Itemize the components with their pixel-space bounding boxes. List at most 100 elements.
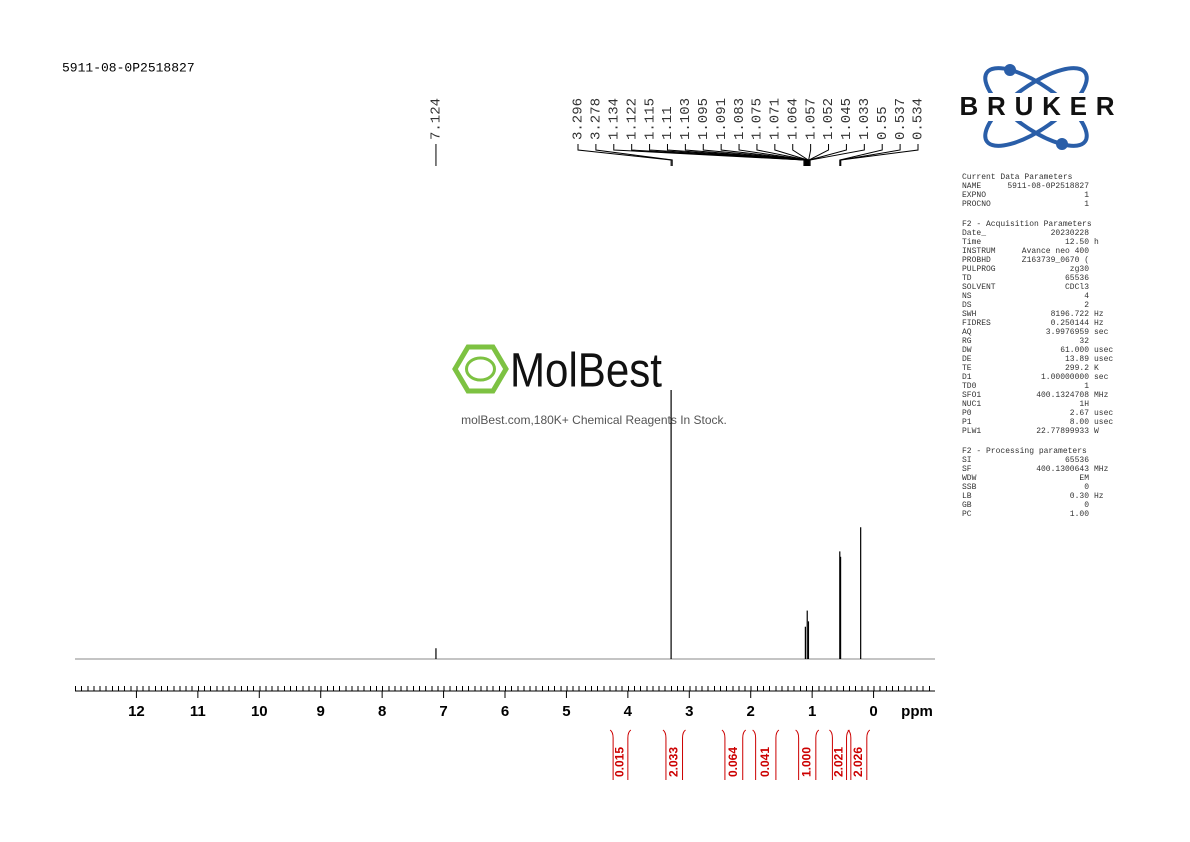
x-tick-label: 6 bbox=[501, 703, 509, 720]
param-key: DW bbox=[962, 346, 972, 355]
param-unit: MHz bbox=[1094, 391, 1109, 400]
param-unit: Hz bbox=[1094, 492, 1104, 501]
param-key: NUC1 bbox=[962, 400, 981, 409]
integral-label: 2.026 bbox=[851, 747, 865, 777]
param-unit: MHz bbox=[1094, 465, 1109, 474]
sample-id: 5911-08-0P2518827 bbox=[62, 60, 195, 75]
watermark-brand: MolBest bbox=[510, 345, 662, 398]
param-unit: usec bbox=[1094, 409, 1113, 418]
param-key: WDW bbox=[962, 474, 977, 483]
param-value: 1 bbox=[1084, 191, 1089, 200]
peak-label: 1.103 bbox=[678, 98, 694, 140]
x-axis-label: ppm bbox=[901, 703, 933, 720]
peak-label: 1.091 bbox=[714, 98, 730, 140]
x-tick-label: 5 bbox=[562, 703, 570, 720]
param-unit: Hz bbox=[1094, 310, 1104, 319]
peak-label: 0.537 bbox=[893, 98, 909, 140]
peak-label: 1.033 bbox=[857, 98, 873, 140]
param-key: Date_ bbox=[962, 229, 986, 238]
param-key: LB bbox=[962, 492, 972, 501]
peak-connector bbox=[840, 144, 901, 166]
param-section-title: Current Data Parameters bbox=[962, 173, 1073, 182]
param-value: 1 bbox=[1084, 200, 1089, 209]
peak-label: 0.534 bbox=[911, 98, 927, 140]
peak-label: 1.071 bbox=[768, 98, 784, 140]
param-value: 61.000 bbox=[1060, 346, 1089, 355]
x-tick-label: 0 bbox=[869, 703, 877, 720]
param-section-title: F2 - Acquisition Parameters bbox=[962, 220, 1092, 229]
peak-label: 1.083 bbox=[732, 98, 748, 140]
param-value: 20230228 bbox=[1051, 229, 1090, 238]
watermark-tagline: molBest.com,180K+ Chemical Reagents In S… bbox=[461, 413, 727, 427]
integral-label: 2.033 bbox=[666, 747, 680, 777]
peak-label: 1.064 bbox=[785, 98, 801, 140]
x-tick-label: 9 bbox=[317, 703, 325, 720]
param-value: 65536 bbox=[1065, 456, 1089, 465]
param-value: 32 bbox=[1079, 337, 1089, 346]
peak-label: 3.296 bbox=[571, 98, 587, 140]
bruker-logo bbox=[958, 64, 1114, 150]
param-key: PROCNO bbox=[962, 200, 991, 209]
x-tick-label: 11 bbox=[190, 703, 206, 720]
integral-label: 0.064 bbox=[726, 747, 740, 777]
param-unit: K bbox=[1094, 364, 1099, 373]
peak-label: 1.115 bbox=[642, 98, 658, 140]
integral-label: 0.015 bbox=[613, 747, 627, 777]
param-value: 65536 bbox=[1065, 274, 1089, 283]
integral-bracket bbox=[662, 729, 686, 780]
param-key: SI bbox=[962, 456, 972, 465]
param-unit: sec bbox=[1094, 373, 1109, 382]
integral-label: 1.000 bbox=[799, 747, 813, 777]
param-key: SF bbox=[962, 465, 972, 474]
peak-label: 1.052 bbox=[821, 98, 837, 140]
peak-connector bbox=[840, 144, 919, 166]
param-key: NS bbox=[962, 292, 972, 301]
param-value: 3.9976959 bbox=[1046, 328, 1089, 337]
param-key: INSTRUM bbox=[962, 247, 996, 256]
x-tick-label: 4 bbox=[624, 703, 633, 720]
param-value: CDCl3 bbox=[1065, 283, 1089, 292]
x-tick-label: 1 bbox=[808, 703, 816, 720]
param-key: TE bbox=[962, 364, 972, 373]
peak-label: 3.278 bbox=[589, 98, 605, 140]
watermark-icon bbox=[452, 344, 509, 394]
peak-connector bbox=[613, 144, 805, 166]
peak-label: 1.095 bbox=[696, 98, 712, 140]
param-key: GB bbox=[962, 501, 972, 510]
param-value: 5911-08-0P2518827 bbox=[1007, 182, 1089, 191]
param-value: 400.1300643 bbox=[1036, 465, 1089, 474]
param-unit: usec bbox=[1094, 418, 1113, 427]
peak-label: 1.075 bbox=[750, 98, 766, 140]
param-key: PULPROG bbox=[962, 265, 996, 274]
x-tick-label: 8 bbox=[378, 703, 386, 720]
param-value: Avance neo 400 bbox=[1022, 247, 1089, 256]
param-key: NAME bbox=[962, 182, 981, 191]
param-key: D1 bbox=[962, 373, 972, 382]
param-key: SSB bbox=[962, 483, 977, 492]
peak-label: 1.045 bbox=[839, 98, 855, 140]
param-value: 1 bbox=[1084, 382, 1089, 391]
param-value: 1.00 bbox=[1070, 510, 1089, 519]
param-unit: W bbox=[1094, 427, 1099, 436]
peak-label: 7.124 bbox=[429, 98, 445, 140]
param-unit: Hz bbox=[1094, 319, 1104, 328]
param-value: 8.00 bbox=[1070, 418, 1089, 427]
param-value: 8196.722 bbox=[1051, 310, 1090, 319]
integral-bracket bbox=[752, 729, 780, 780]
param-value: 0.30 bbox=[1070, 492, 1089, 501]
peak-connector bbox=[809, 144, 865, 166]
param-value: Z163739_0670 ( bbox=[1022, 256, 1089, 265]
peak-label: 1.11 bbox=[660, 106, 676, 140]
param-value: 13.89 bbox=[1065, 355, 1089, 364]
param-key: PLW1 bbox=[962, 427, 981, 436]
param-key: AQ bbox=[962, 328, 972, 337]
x-tick-label: 3 bbox=[685, 703, 693, 720]
param-value: 2 bbox=[1084, 301, 1089, 310]
peak-connector bbox=[839, 144, 883, 166]
param-key: SOLVENT bbox=[962, 283, 996, 292]
param-key: SWH bbox=[962, 310, 977, 319]
peak-connector bbox=[808, 144, 830, 166]
param-value: zg30 bbox=[1070, 265, 1089, 274]
